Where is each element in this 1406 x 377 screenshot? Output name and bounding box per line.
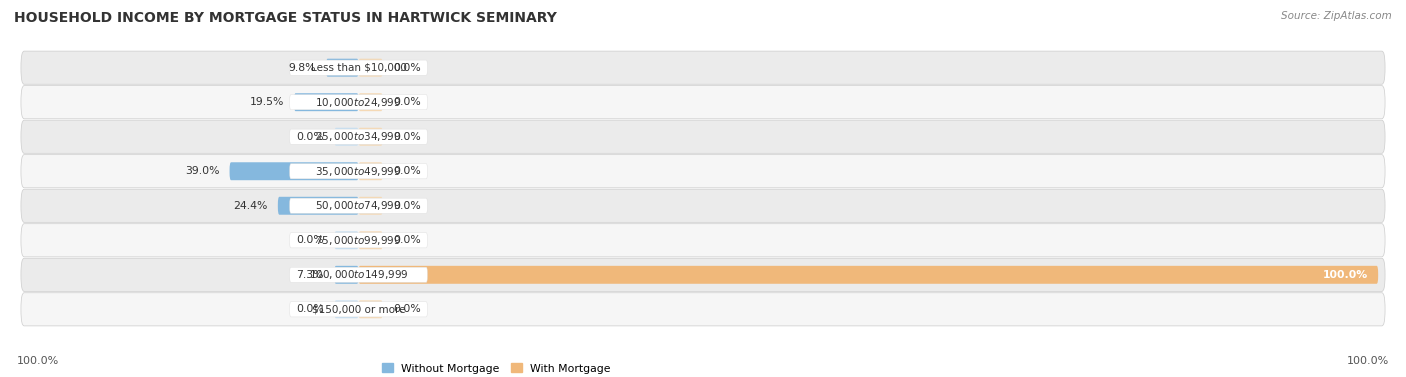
- Text: Source: ZipAtlas.com: Source: ZipAtlas.com: [1281, 11, 1392, 21]
- FancyBboxPatch shape: [359, 162, 382, 180]
- Text: 0.0%: 0.0%: [297, 304, 325, 314]
- Text: 100.0%: 100.0%: [1347, 356, 1389, 366]
- FancyBboxPatch shape: [335, 266, 359, 284]
- FancyBboxPatch shape: [290, 60, 427, 75]
- Text: $75,000 to $99,999: $75,000 to $99,999: [315, 234, 402, 247]
- FancyBboxPatch shape: [335, 300, 359, 318]
- Text: 0.0%: 0.0%: [297, 235, 325, 245]
- FancyBboxPatch shape: [359, 197, 382, 215]
- FancyBboxPatch shape: [21, 155, 1385, 188]
- FancyBboxPatch shape: [359, 128, 382, 146]
- Text: Less than $10,000: Less than $10,000: [311, 63, 406, 73]
- FancyBboxPatch shape: [359, 59, 382, 77]
- Text: 0.0%: 0.0%: [394, 132, 420, 142]
- Text: $25,000 to $34,999: $25,000 to $34,999: [315, 130, 402, 143]
- Text: 0.0%: 0.0%: [394, 235, 420, 245]
- FancyBboxPatch shape: [290, 129, 427, 144]
- Text: 39.0%: 39.0%: [184, 166, 219, 176]
- Text: HOUSEHOLD INCOME BY MORTGAGE STATUS IN HARTWICK SEMINARY: HOUSEHOLD INCOME BY MORTGAGE STATUS IN H…: [14, 11, 557, 25]
- FancyBboxPatch shape: [359, 300, 382, 318]
- Text: $150,000 or more: $150,000 or more: [312, 304, 405, 314]
- Text: 0.0%: 0.0%: [394, 304, 420, 314]
- FancyBboxPatch shape: [359, 231, 382, 249]
- Legend: Without Mortgage, With Mortgage: Without Mortgage, With Mortgage: [378, 359, 614, 377]
- Text: $10,000 to $24,999: $10,000 to $24,999: [315, 96, 402, 109]
- FancyBboxPatch shape: [290, 233, 427, 248]
- FancyBboxPatch shape: [21, 293, 1385, 326]
- FancyBboxPatch shape: [335, 231, 359, 249]
- Text: 0.0%: 0.0%: [394, 201, 420, 211]
- FancyBboxPatch shape: [290, 267, 427, 282]
- Text: $100,000 to $149,999: $100,000 to $149,999: [309, 268, 408, 281]
- FancyBboxPatch shape: [290, 302, 427, 317]
- FancyBboxPatch shape: [21, 120, 1385, 153]
- FancyBboxPatch shape: [359, 266, 1378, 284]
- FancyBboxPatch shape: [278, 197, 359, 215]
- Text: 0.0%: 0.0%: [394, 97, 420, 107]
- Text: 100.0%: 100.0%: [1323, 270, 1368, 280]
- FancyBboxPatch shape: [229, 162, 359, 180]
- FancyBboxPatch shape: [290, 198, 427, 213]
- FancyBboxPatch shape: [21, 258, 1385, 291]
- Text: 100.0%: 100.0%: [17, 356, 59, 366]
- FancyBboxPatch shape: [326, 59, 359, 77]
- FancyBboxPatch shape: [21, 86, 1385, 119]
- Text: 7.3%: 7.3%: [297, 270, 323, 280]
- FancyBboxPatch shape: [335, 128, 359, 146]
- Text: 0.0%: 0.0%: [297, 132, 325, 142]
- Text: $35,000 to $49,999: $35,000 to $49,999: [315, 165, 402, 178]
- FancyBboxPatch shape: [294, 93, 359, 111]
- FancyBboxPatch shape: [290, 95, 427, 110]
- FancyBboxPatch shape: [290, 164, 427, 179]
- FancyBboxPatch shape: [21, 51, 1385, 84]
- Text: 24.4%: 24.4%: [233, 201, 267, 211]
- FancyBboxPatch shape: [21, 189, 1385, 222]
- FancyBboxPatch shape: [21, 224, 1385, 257]
- Text: $50,000 to $74,999: $50,000 to $74,999: [315, 199, 402, 212]
- Text: 0.0%: 0.0%: [394, 166, 420, 176]
- Text: 0.0%: 0.0%: [394, 63, 420, 73]
- FancyBboxPatch shape: [359, 93, 382, 111]
- Text: 9.8%: 9.8%: [288, 63, 316, 73]
- Text: 19.5%: 19.5%: [249, 97, 284, 107]
